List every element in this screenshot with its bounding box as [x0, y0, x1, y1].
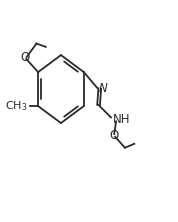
- Text: NH: NH: [113, 113, 130, 126]
- Text: N: N: [99, 82, 107, 95]
- Text: O: O: [109, 129, 119, 142]
- Text: CH$_3$: CH$_3$: [6, 99, 28, 113]
- Text: O: O: [21, 51, 30, 64]
